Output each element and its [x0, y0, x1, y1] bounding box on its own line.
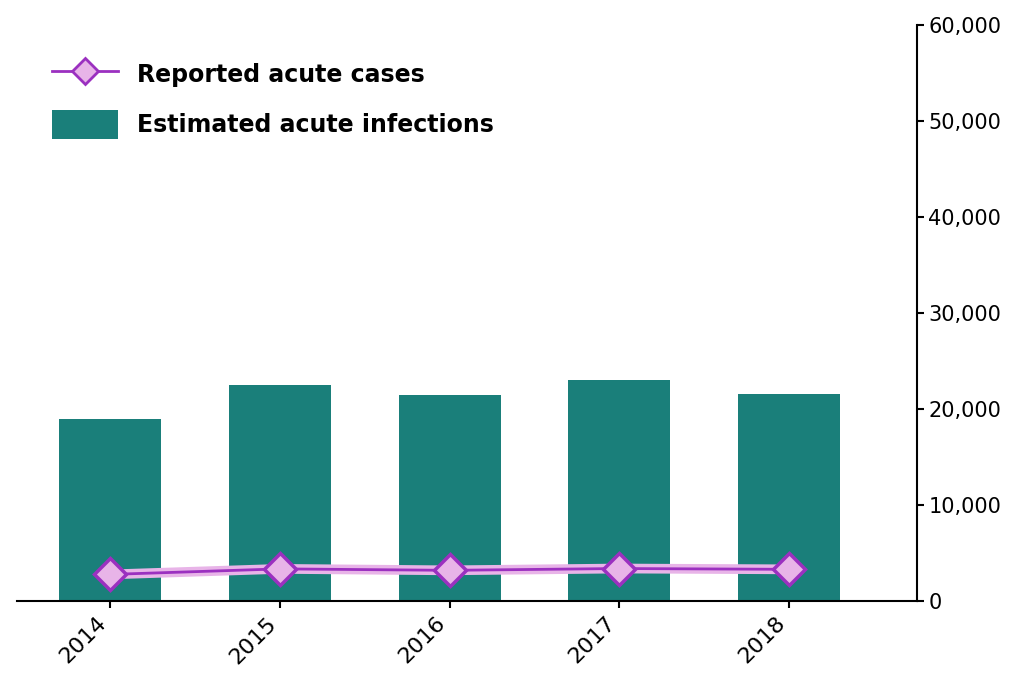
Bar [568, 380, 670, 601]
Bar [738, 394, 840, 601]
Legend: Reported acute cases, Estimated acute infections: Reported acute cases, Estimated acute in… [29, 36, 517, 163]
Bar [229, 385, 331, 601]
Bar [399, 395, 501, 601]
Bar [59, 419, 161, 601]
